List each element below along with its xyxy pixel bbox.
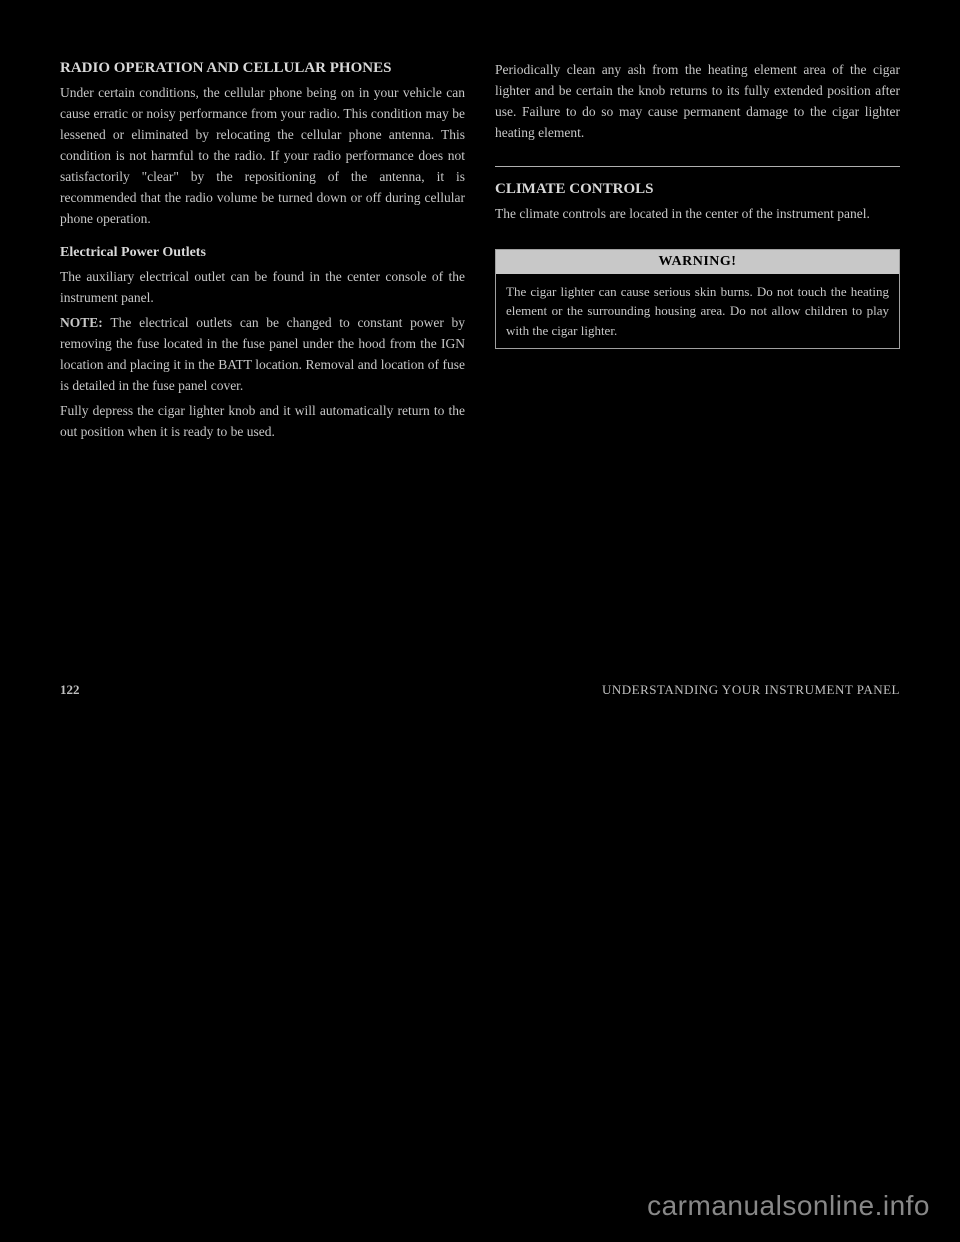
section-divider <box>495 166 900 167</box>
warning-header: WARNING! <box>496 250 899 274</box>
section-heading-climate: CLIMATE CONTROLS <box>495 181 900 198</box>
sub-heading-outlets: Electrical Power Outlets <box>60 245 465 261</box>
page-number: 122 <box>60 682 80 698</box>
body-paragraph-note: NOTE: The electrical outlets can be chan… <box>60 313 465 397</box>
note-label: NOTE: <box>60 315 110 330</box>
section-heading-radio: RADIO OPERATION AND CELLULAR PHONES <box>60 60 465 77</box>
left-column: RADIO OPERATION AND CELLULAR PHONES Unde… <box>60 60 465 447</box>
body-paragraph: Periodically clean any ash from the heat… <box>495 60 900 144</box>
body-paragraph: The auxiliary electrical outlet can be f… <box>60 267 465 309</box>
warning-body: The cigar lighter can cause serious skin… <box>496 274 899 349</box>
body-paragraph: The climate controls are located in the … <box>495 204 900 225</box>
warning-box: WARNING! The cigar lighter can cause ser… <box>495 249 900 350</box>
page-footer: 122 UNDERSTANDING YOUR INSTRUMENT PANEL <box>60 682 900 698</box>
body-paragraph: Under certain conditions, the cellular p… <box>60 83 465 229</box>
right-column: Periodically clean any ash from the heat… <box>495 60 900 447</box>
watermark: carmanualsonline.info <box>647 1190 930 1222</box>
body-paragraph: Fully depress the cigar lighter knob and… <box>60 401 465 443</box>
section-name: UNDERSTANDING YOUR INSTRUMENT PANEL <box>602 682 900 698</box>
page-content: RADIO OPERATION AND CELLULAR PHONES Unde… <box>60 60 900 447</box>
note-text: The electrical outlets can be changed to… <box>60 315 465 393</box>
